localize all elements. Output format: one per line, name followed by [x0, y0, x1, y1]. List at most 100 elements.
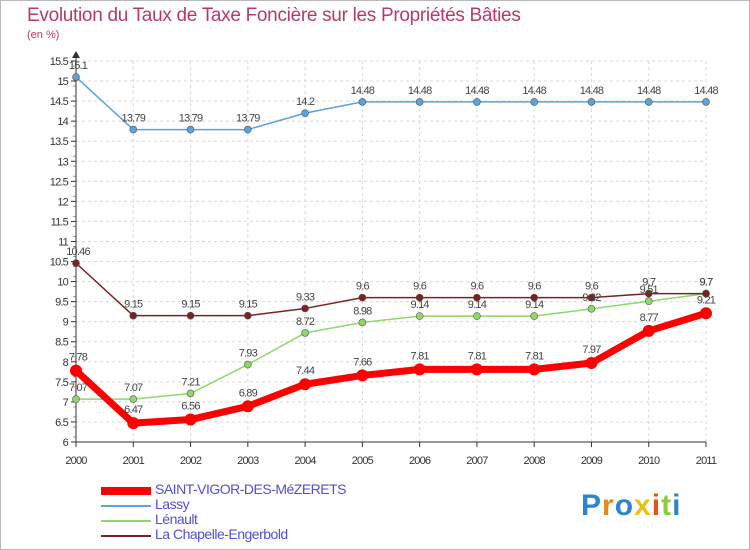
series-point-2	[587, 305, 596, 313]
x-tick-label: 2001	[123, 455, 145, 467]
legend-label-lenault: Lénault	[155, 511, 198, 527]
series-point-3	[473, 293, 481, 302]
data-label: 9.7	[700, 277, 714, 289]
data-label: 9.15	[124, 299, 143, 311]
data-label: 7.78	[69, 352, 88, 364]
y-axis-label: (en %)	[27, 29, 60, 41]
data-label: 13.79	[122, 113, 146, 125]
x-tick-label: 2011	[696, 455, 717, 467]
series-point-1	[473, 98, 481, 106]
grid-layer	[75, 60, 707, 443]
series-line-0	[72, 309, 710, 427]
logo-letter: r	[602, 489, 615, 522]
series-point-1	[644, 98, 653, 106]
legend-label-lassy: Lassy	[155, 496, 190, 512]
series-point-3	[129, 311, 138, 320]
logo-letter: i	[651, 489, 662, 522]
data-label: 9.6	[413, 281, 427, 293]
series-point-1	[530, 98, 538, 106]
series-point-0	[413, 363, 426, 376]
x-tick-label: 2008	[524, 455, 546, 467]
series-point-2	[644, 297, 653, 306]
series-point-0	[528, 363, 541, 376]
y-tick-label: 11.5	[51, 216, 69, 228]
series-point-0	[70, 364, 82, 377]
data-label: 6.89	[239, 387, 258, 399]
data-label: 13.79	[236, 113, 260, 125]
series-point-2	[473, 312, 481, 320]
series-point-3	[301, 304, 309, 313]
y-tick-label: 10.5	[50, 257, 69, 269]
series-point-3	[702, 289, 710, 298]
data-label: 9.7	[700, 277, 714, 289]
legend-swatch-lenault	[101, 520, 151, 522]
x-tick-label: 2005	[352, 455, 374, 467]
series-point-0	[299, 378, 312, 391]
data-label: 7.97	[582, 344, 601, 356]
y-tick-label: 14.5	[50, 96, 69, 108]
y-tick-label: 7	[63, 397, 69, 409]
data-label: 9.6	[356, 281, 370, 293]
y-tick-label: 14	[57, 116, 68, 128]
data-label: 9.32	[582, 292, 601, 304]
series-point-3	[244, 311, 252, 320]
y-axis-arrow	[72, 51, 80, 58]
data-label: 15.1	[69, 60, 88, 72]
y-tick-label: 15.5	[50, 56, 69, 68]
y-tick-label: 10	[57, 277, 68, 289]
series-point-1	[301, 109, 309, 117]
data-label: 9.15	[181, 299, 200, 311]
x-tick-label: 2002	[180, 455, 202, 467]
series-point-2	[301, 329, 309, 337]
data-label: 7.93	[239, 348, 258, 360]
series-point-1	[702, 98, 710, 106]
logo-letter: i	[672, 489, 682, 522]
x-tick-label: 2000	[65, 455, 87, 467]
y-tick-label: 6.5	[55, 417, 69, 429]
data-label: 7.44	[296, 365, 315, 377]
series-point-0	[585, 356, 598, 369]
data-label: 8.98	[353, 305, 372, 317]
y-tick-label: 11	[58, 236, 69, 248]
data-label: 7.81	[525, 350, 544, 362]
data-label: 6.56	[181, 401, 200, 413]
series-point-0	[241, 400, 254, 413]
legend-label-la-chapelle: La Chapelle-Engerbold	[155, 526, 288, 542]
y-tick-label: 8.5	[55, 337, 69, 349]
data-label: 7.81	[411, 350, 430, 362]
data-label: 14.48	[522, 85, 546, 97]
data-label: 14.48	[465, 85, 489, 97]
data-label: 9.6	[585, 281, 599, 293]
series-point-2	[72, 395, 80, 403]
series-point-0	[700, 307, 712, 320]
series-point-1	[72, 73, 80, 81]
proxiti-logo: Proxiti	[581, 489, 681, 523]
series-point-0	[470, 363, 483, 376]
legend-label-saint-vigor: SAINT-VIGOR-DES-MéZERETS	[155, 481, 347, 497]
series-line-2	[75, 292, 707, 400]
data-label: 13.79	[179, 113, 203, 125]
y-tick-label: 13.5	[50, 136, 69, 148]
data-label: 14.48	[408, 85, 432, 97]
data-label-layer: 7.78 6.47 6.56 6.89 7.44 7.66 7.81 7.81 7.81 7.97…	[66, 60, 719, 416]
series-point-1	[587, 98, 596, 106]
series-point-1	[358, 98, 367, 106]
series-point-0	[356, 369, 369, 382]
data-label: 14.2	[296, 96, 315, 108]
series-point-2	[358, 318, 367, 327]
data-label: 9.14	[468, 299, 487, 311]
x-tick-label: 2010	[638, 455, 660, 467]
x-tick-label: 2006	[409, 455, 431, 467]
series-point-1	[129, 125, 138, 134]
data-label: 8.72	[296, 316, 315, 328]
series-line-1	[75, 76, 707, 131]
y-tick-label: 7.5	[55, 377, 69, 389]
data-label: 9.6	[528, 281, 542, 293]
series-point-3	[530, 293, 538, 302]
data-label: 6.47	[124, 404, 143, 416]
series-point-3	[72, 259, 80, 267]
data-label: 9.15	[239, 299, 258, 311]
y-tick-label: 12.5	[50, 176, 69, 188]
